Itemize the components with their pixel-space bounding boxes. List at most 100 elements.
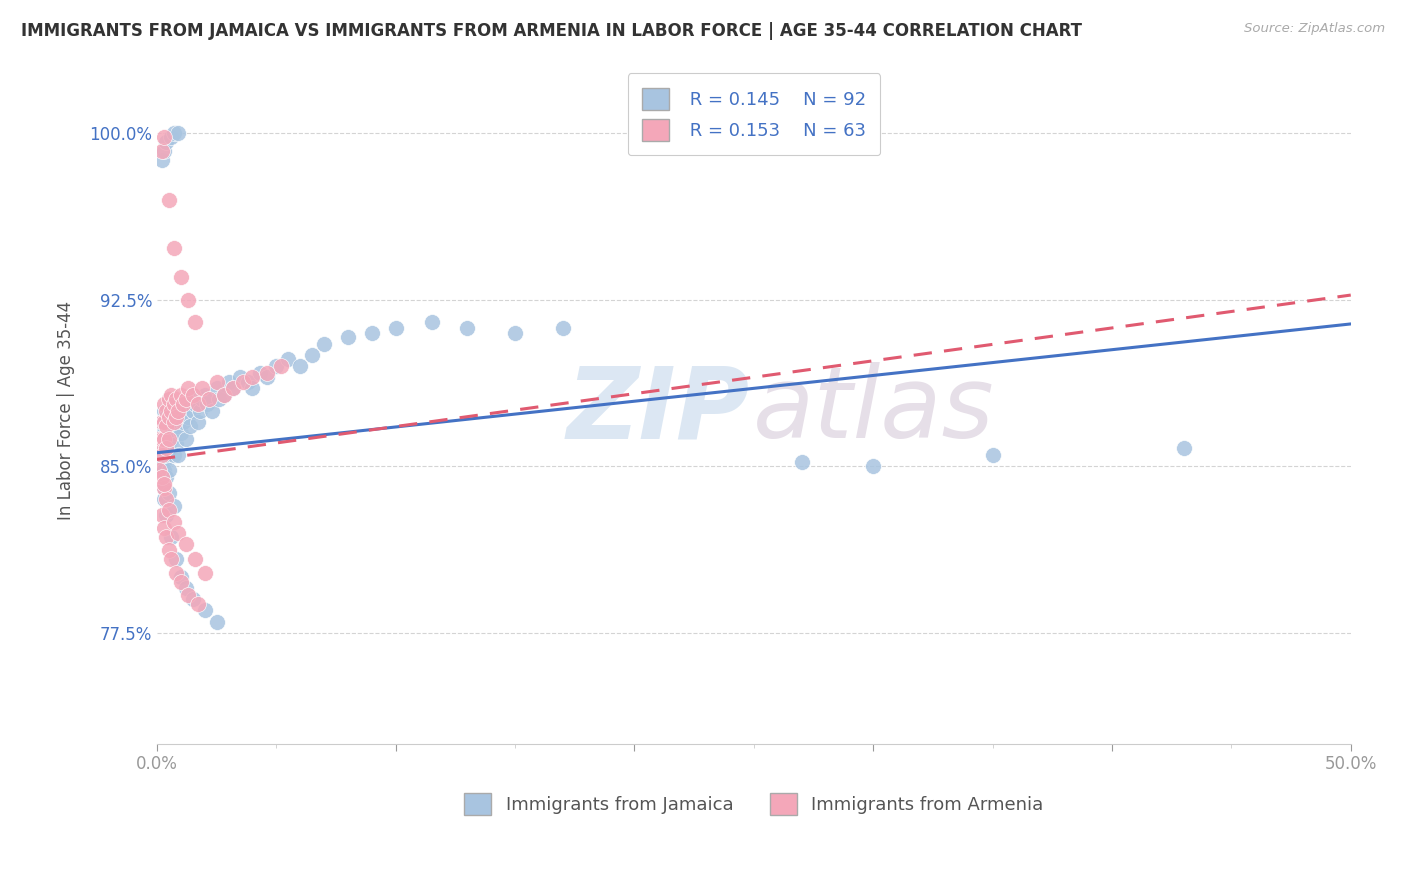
Point <box>150 415 173 429</box>
Point <box>165 552 187 566</box>
Point <box>157 415 180 429</box>
Point <box>194 566 217 580</box>
Point <box>198 392 221 407</box>
Point <box>153 481 176 495</box>
Point <box>160 552 183 566</box>
Point <box>163 403 186 417</box>
Point <box>170 270 193 285</box>
Point <box>155 442 177 456</box>
Point <box>420 315 443 329</box>
Point <box>360 326 382 340</box>
Point <box>191 381 214 395</box>
Point <box>153 419 176 434</box>
Point <box>229 370 252 384</box>
Point <box>163 126 186 140</box>
Point <box>157 485 180 500</box>
Point <box>312 337 335 351</box>
Point <box>184 315 207 329</box>
Text: IMMIGRANTS FROM JAMAICA VS IMMIGRANTS FROM ARMENIA IN LABOR FORCE | AGE 35-44 CO: IMMIGRANTS FROM JAMAICA VS IMMIGRANTS FR… <box>21 22 1083 40</box>
Point <box>150 415 173 429</box>
Point <box>205 375 228 389</box>
Point <box>212 388 235 402</box>
Point <box>163 397 186 411</box>
Point <box>181 403 204 417</box>
Point <box>153 130 176 145</box>
Point <box>150 425 173 440</box>
Point <box>155 410 177 425</box>
Point <box>153 492 176 507</box>
Point <box>194 388 217 402</box>
Point <box>201 403 224 417</box>
Point <box>153 433 176 447</box>
Point <box>212 388 235 402</box>
Point <box>150 448 173 462</box>
Point <box>170 570 193 584</box>
Point <box>157 193 180 207</box>
Point <box>184 552 207 566</box>
Point <box>148 442 170 456</box>
Point <box>153 403 176 417</box>
Point <box>181 388 204 402</box>
Point <box>222 381 245 395</box>
Point <box>150 508 173 522</box>
Point <box>179 419 201 434</box>
Text: ZIP: ZIP <box>567 362 749 459</box>
Point <box>208 392 231 407</box>
Point <box>160 415 183 429</box>
Point <box>862 458 884 473</box>
Point <box>150 144 173 158</box>
Point <box>165 410 187 425</box>
Point <box>157 425 180 440</box>
Point <box>167 403 190 417</box>
Point <box>170 425 193 440</box>
Point <box>155 419 177 434</box>
Point <box>157 503 180 517</box>
Point <box>242 370 264 384</box>
Point <box>184 397 207 411</box>
Point <box>790 455 813 469</box>
Point <box>153 455 176 469</box>
Point <box>155 470 177 484</box>
Point <box>981 448 1004 462</box>
Point <box>165 437 187 451</box>
Point <box>236 375 259 389</box>
Point <box>177 381 200 395</box>
Point <box>167 126 190 140</box>
Point <box>174 537 197 551</box>
Point <box>174 433 197 447</box>
Point <box>384 321 406 335</box>
Point <box>155 135 177 149</box>
Point <box>153 476 176 491</box>
Legend: Immigrants from Jamaica, Immigrants from Armenia: Immigrants from Jamaica, Immigrants from… <box>457 786 1050 822</box>
Point <box>155 530 177 544</box>
Point <box>150 153 173 167</box>
Point <box>170 403 193 417</box>
Point <box>205 381 228 395</box>
Point <box>172 415 194 429</box>
Point <box>153 463 176 477</box>
Point <box>160 397 183 411</box>
Point <box>165 410 187 425</box>
Point <box>170 388 193 402</box>
Point <box>186 415 208 429</box>
Point <box>157 410 180 425</box>
Point <box>163 448 186 462</box>
Point <box>155 492 177 507</box>
Point <box>153 433 176 447</box>
Point <box>153 415 176 429</box>
Point <box>256 370 278 384</box>
Point <box>160 130 183 145</box>
Point <box>160 403 183 417</box>
Point <box>153 481 176 495</box>
Point <box>167 419 190 434</box>
Point <box>551 321 574 335</box>
Point <box>157 433 180 447</box>
Point <box>163 515 186 529</box>
Point <box>191 392 214 407</box>
Point <box>150 458 173 473</box>
Point <box>174 397 197 411</box>
Y-axis label: In Labor Force | Age 35-44: In Labor Force | Age 35-44 <box>58 301 75 520</box>
Point <box>336 330 359 344</box>
Point <box>157 392 180 407</box>
Point <box>186 597 208 611</box>
